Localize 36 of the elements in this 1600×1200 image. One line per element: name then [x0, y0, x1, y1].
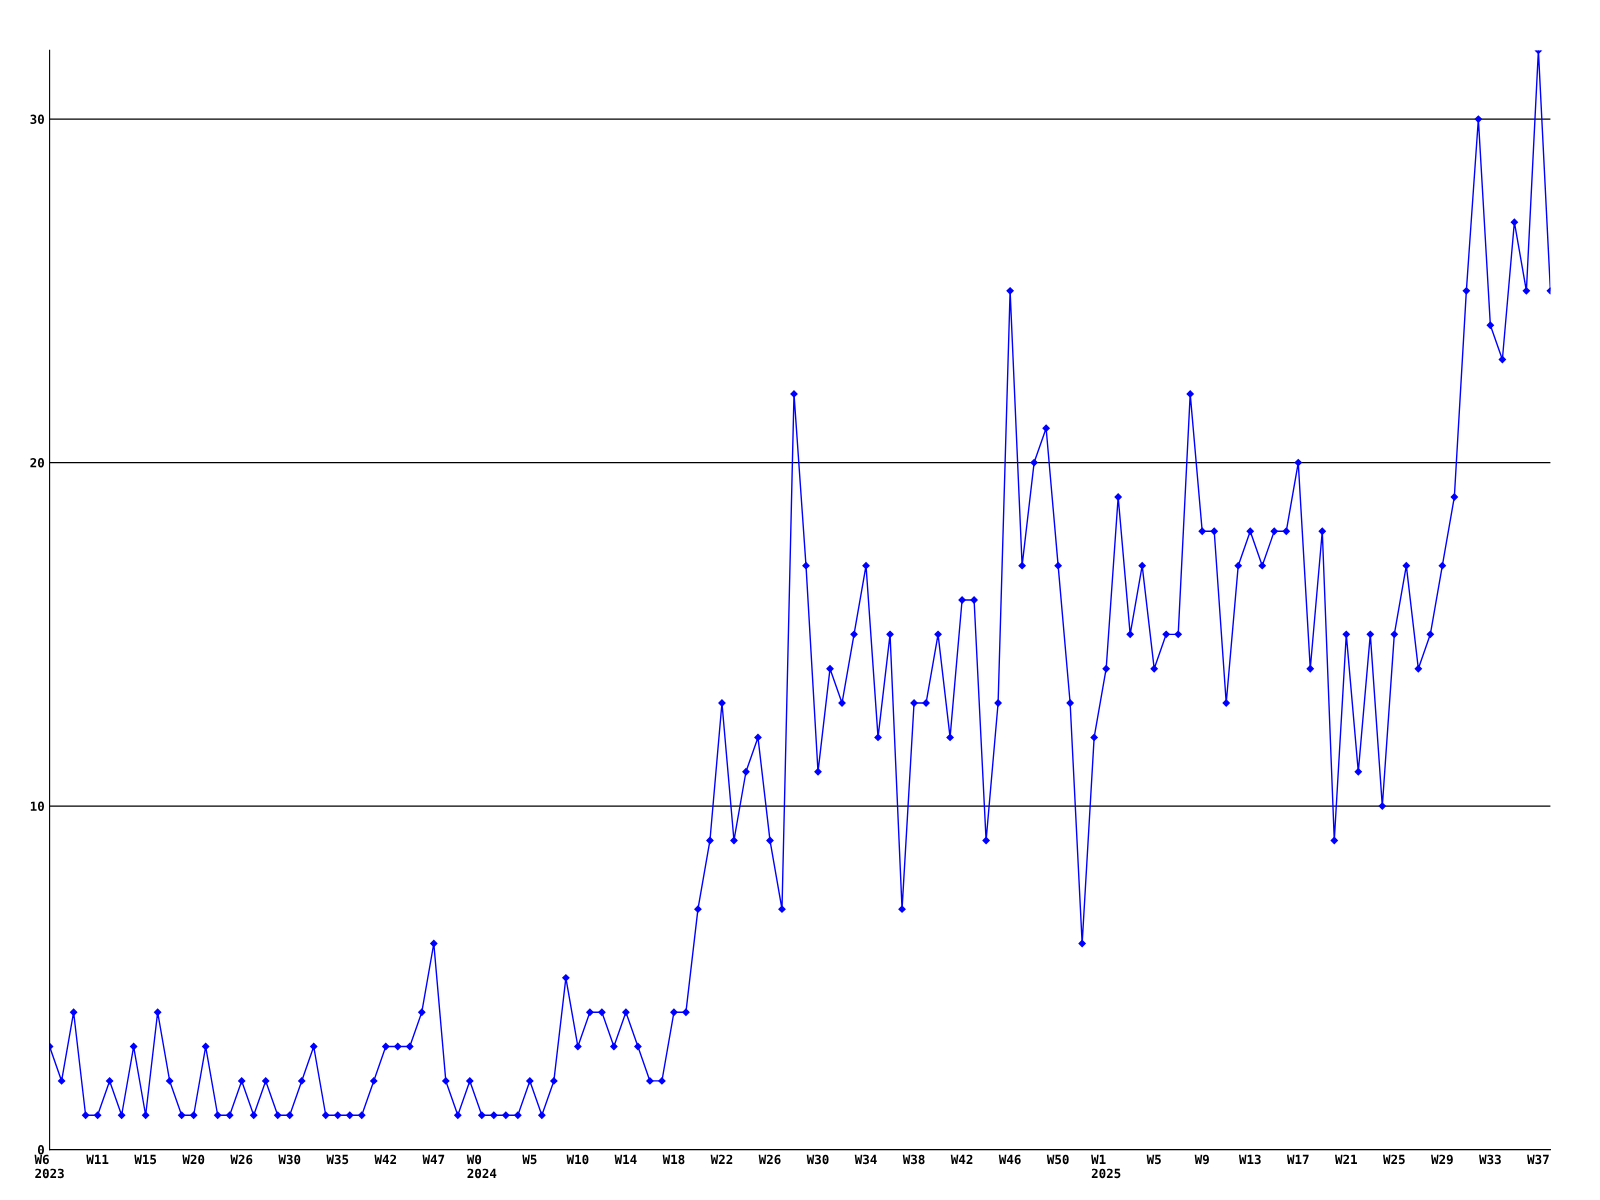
x-tick-label: W42 — [950, 1154, 973, 1164]
y-tick-label: 0 — [37, 1145, 44, 1155]
x-tick-label: W30 — [806, 1154, 829, 1165]
x-tick-label: W0 2024 — [466, 1154, 497, 1179]
x-tick-label: W29 — [1431, 1154, 1453, 1165]
x-tick-label: W33 — [1479, 1154, 1501, 1165]
x-tick-label: W9 — [1194, 1154, 1209, 1165]
x-tick-label: W20 — [182, 1154, 205, 1165]
y-tick-label: 10 — [30, 801, 44, 812]
x-tick-label: W26 — [758, 1154, 781, 1165]
y-tick-label: 30 — [30, 114, 44, 125]
x-tick-label: W26 — [230, 1154, 253, 1165]
x-tick-label: W25 — [1383, 1154, 1405, 1165]
x-tick-label: W18 — [662, 1154, 685, 1165]
x-tick-label: W46 — [998, 1154, 1021, 1165]
x-tick-label: W35 — [326, 1154, 349, 1165]
x-tick-label: W14 — [614, 1154, 637, 1164]
x-tick-label: W5 — [1146, 1154, 1161, 1165]
x-tick-label: W21 — [1335, 1154, 1357, 1164]
x-tick-label: W17 — [1286, 1154, 1309, 1164]
x-tick-label: W1 2025 — [1091, 1154, 1121, 1179]
y-tick-label: 20 — [30, 458, 44, 468]
x-tick-label: W10 — [566, 1154, 589, 1165]
x-tick-label: W30 — [278, 1154, 301, 1165]
x-tick-label: W5 — [522, 1154, 537, 1165]
x-tick-label: W11 — [86, 1154, 109, 1164]
x-tick-label: W42 — [374, 1154, 397, 1164]
x-tick-label: W50 — [1046, 1154, 1069, 1165]
x-tick-label: W15 — [134, 1154, 157, 1165]
x-tick-label: W13 — [1238, 1154, 1261, 1165]
x-tick-label: W22 — [710, 1154, 733, 1164]
x-tick-label: W6 2023 — [34, 1154, 64, 1179]
x-tick-label: W37 — [1527, 1154, 1549, 1165]
x-tick-label: W47 — [422, 1154, 445, 1164]
x-tick-label: W34 — [854, 1154, 877, 1165]
x-tick-label: W38 — [902, 1154, 925, 1165]
